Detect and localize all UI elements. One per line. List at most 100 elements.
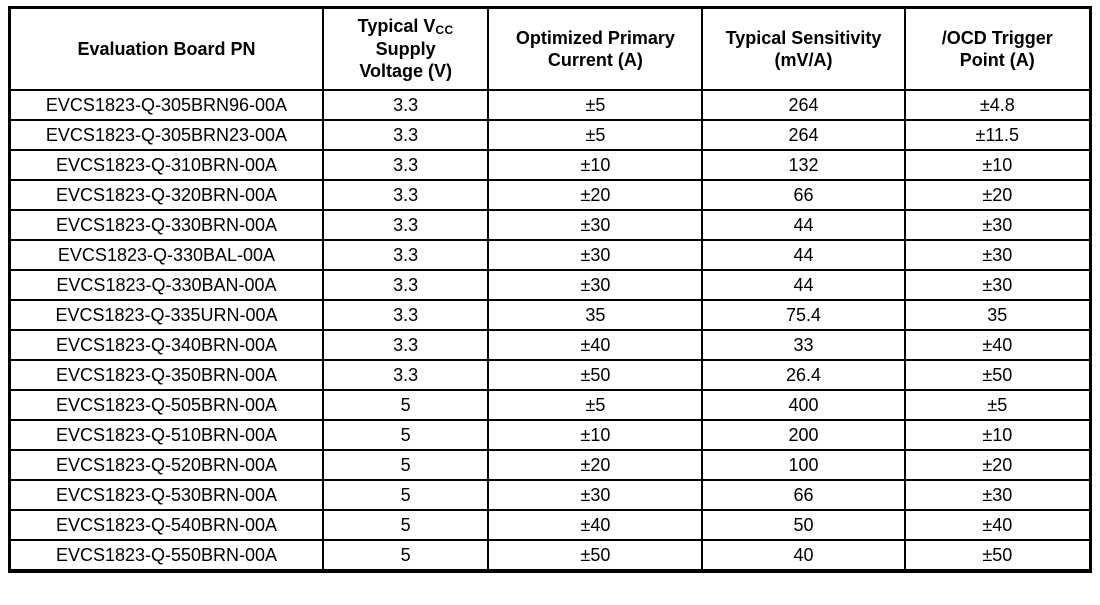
cell-board-pn: EVCS1823-Q-305BRN96-00A <box>8 89 324 121</box>
cell-sensitivity: 44 <box>701 269 906 301</box>
table-row: EVCS1823-Q-350BRN-00A 3.3 ±50 26.4 ±50 <box>8 359 1092 391</box>
cell-board-pn: EVCS1823-Q-330BAN-00A <box>8 269 324 301</box>
table-row: EVCS1823-Q-540BRN-00A 5 ±40 50 ±40 <box>8 509 1092 541</box>
cell-primary-current: ±50 <box>487 539 704 573</box>
evaluation-board-table-container: Evaluation Board PN Typical VCC Supply V… <box>8 6 1092 573</box>
table-row: EVCS1823-Q-335URN-00A 3.3 35 75.4 35 <box>8 299 1092 331</box>
cell-sensitivity: 44 <box>701 239 906 271</box>
table-row: EVCS1823-Q-330BRN-00A 3.3 ±30 44 ±30 <box>8 209 1092 241</box>
cell-vcc-voltage: 3.3 <box>321 89 490 121</box>
cell-vcc-voltage: 3.3 <box>321 269 490 301</box>
table-row: EVCS1823-Q-320BRN-00A 3.3 ±20 66 ±20 <box>8 179 1092 211</box>
cell-board-pn: EVCS1823-Q-335URN-00A <box>8 299 324 331</box>
table-row: EVCS1823-Q-505BRN-00A 5 ±5 400 ±5 <box>8 389 1092 421</box>
cell-ocd-trigger: ±30 <box>903 479 1092 511</box>
cell-sensitivity: 66 <box>701 479 906 511</box>
cell-board-pn: EVCS1823-Q-520BRN-00A <box>8 449 324 481</box>
table-row: EVCS1823-Q-305BRN23-00A 3.3 ±5 264 ±11.5 <box>8 119 1092 151</box>
cell-primary-current: ±10 <box>487 419 704 451</box>
cell-ocd-trigger: ±50 <box>903 359 1092 391</box>
cell-board-pn: EVCS1823-Q-505BRN-00A <box>8 389 324 421</box>
cell-primary-current: ±40 <box>487 329 704 361</box>
cell-board-pn: EVCS1823-Q-320BRN-00A <box>8 179 324 211</box>
cell-vcc-voltage: 5 <box>321 419 490 451</box>
cell-board-pn: EVCS1823-Q-540BRN-00A <box>8 509 324 541</box>
cell-primary-current: ±50 <box>487 359 704 391</box>
cell-board-pn: EVCS1823-Q-330BAL-00A <box>8 239 324 271</box>
cell-ocd-trigger: ±20 <box>903 179 1092 211</box>
cell-board-pn: EVCS1823-Q-305BRN23-00A <box>8 119 324 151</box>
cell-vcc-voltage: 5 <box>321 479 490 511</box>
cell-ocd-trigger: ±40 <box>903 509 1092 541</box>
cell-vcc-voltage: 3.3 <box>321 239 490 271</box>
table-row: EVCS1823-Q-520BRN-00A 5 ±20 100 ±20 <box>8 449 1092 481</box>
cell-sensitivity: 100 <box>701 449 906 481</box>
cell-board-pn: EVCS1823-Q-330BRN-00A <box>8 209 324 241</box>
cell-primary-current: ±5 <box>487 119 704 151</box>
header-vcc-rest: Supply Voltage (V) <box>359 38 453 82</box>
cell-board-pn: EVCS1823-Q-350BRN-00A <box>8 359 324 391</box>
cell-sensitivity: 264 <box>701 119 906 151</box>
header-row: Evaluation Board PN Typical VCC Supply V… <box>8 6 1092 91</box>
cell-ocd-trigger: ±30 <box>903 239 1092 271</box>
column-header-ocd-trigger: /OCD Trigger Point (A) <box>903 6 1092 91</box>
cell-primary-current: ±30 <box>487 269 704 301</box>
cell-ocd-trigger: ±4.8 <box>903 89 1092 121</box>
cell-ocd-trigger: ±30 <box>903 269 1092 301</box>
table-row: EVCS1823-Q-530BRN-00A 5 ±30 66 ±30 <box>8 479 1092 511</box>
cell-ocd-trigger: ±50 <box>903 539 1092 573</box>
table-row: EVCS1823-Q-305BRN96-00A 3.3 ±5 264 ±4.8 <box>8 89 1092 121</box>
cell-primary-current: ±20 <box>487 449 704 481</box>
cell-ocd-trigger: ±11.5 <box>903 119 1092 151</box>
cell-ocd-trigger: ±30 <box>903 209 1092 241</box>
cell-board-pn: EVCS1823-Q-550BRN-00A <box>8 539 324 573</box>
cell-ocd-trigger: ±5 <box>903 389 1092 421</box>
cell-board-pn: EVCS1823-Q-510BRN-00A <box>8 419 324 451</box>
cell-vcc-voltage: 3.3 <box>321 329 490 361</box>
column-header-primary-current: Optimized Primary Current (A) <box>487 6 704 91</box>
cell-sensitivity: 50 <box>701 509 906 541</box>
cell-primary-current: ±20 <box>487 179 704 211</box>
cell-vcc-voltage: 3.3 <box>321 299 490 331</box>
cell-vcc-voltage: 5 <box>321 509 490 541</box>
cell-primary-current: ±10 <box>487 149 704 181</box>
cell-vcc-voltage: 5 <box>321 449 490 481</box>
cell-sensitivity: 44 <box>701 209 906 241</box>
table-row: EVCS1823-Q-330BAN-00A 3.3 ±30 44 ±30 <box>8 269 1092 301</box>
cell-primary-current: ±40 <box>487 509 704 541</box>
cell-vcc-voltage: 3.3 <box>321 149 490 181</box>
cell-primary-current: ±30 <box>487 209 704 241</box>
cell-vcc-voltage: 3.3 <box>321 359 490 391</box>
cell-ocd-trigger: ±10 <box>903 149 1092 181</box>
table-row: EVCS1823-Q-340BRN-00A 3.3 ±40 33 ±40 <box>8 329 1092 361</box>
cell-sensitivity: 200 <box>701 419 906 451</box>
header-vcc-pre: Typical V <box>357 16 436 37</box>
cell-sensitivity: 33 <box>701 329 906 361</box>
table-row: EVCS1823-Q-510BRN-00A 5 ±10 200 ±10 <box>8 419 1092 451</box>
cell-primary-current: ±30 <box>487 479 704 511</box>
cell-primary-current: ±5 <box>487 389 704 421</box>
table-row: EVCS1823-Q-310BRN-00A 3.3 ±10 132 ±10 <box>8 149 1092 181</box>
cell-board-pn: EVCS1823-Q-340BRN-00A <box>8 329 324 361</box>
cell-board-pn: EVCS1823-Q-530BRN-00A <box>8 479 324 511</box>
cell-ocd-trigger: ±10 <box>903 419 1092 451</box>
table-row: EVCS1823-Q-550BRN-00A 5 ±50 40 ±50 <box>8 539 1092 573</box>
header-vcc-subscript: CC <box>435 23 454 38</box>
cell-sensitivity: 264 <box>701 89 906 121</box>
cell-sensitivity: 40 <box>701 539 906 573</box>
cell-ocd-trigger: 35 <box>903 299 1092 331</box>
column-header-board-pn: Evaluation Board PN <box>8 6 324 91</box>
column-header-sensitivity: Typical Sensitivity (mV/A) <box>701 6 906 91</box>
evaluation-board-table: Evaluation Board PN Typical VCC Supply V… <box>8 6 1092 573</box>
cell-sensitivity: 132 <box>701 149 906 181</box>
table-row: EVCS1823-Q-330BAL-00A 3.3 ±30 44 ±30 <box>8 239 1092 271</box>
cell-ocd-trigger: ±40 <box>903 329 1092 361</box>
column-header-vcc-voltage: Typical VCC Supply Voltage (V) <box>321 6 490 91</box>
cell-primary-current: ±5 <box>487 89 704 121</box>
cell-sensitivity: 66 <box>701 179 906 211</box>
cell-sensitivity: 75.4 <box>701 299 906 331</box>
cell-vcc-voltage: 3.3 <box>321 119 490 151</box>
cell-vcc-voltage: 5 <box>321 389 490 421</box>
cell-primary-current: 35 <box>487 299 704 331</box>
cell-primary-current: ±30 <box>487 239 704 271</box>
